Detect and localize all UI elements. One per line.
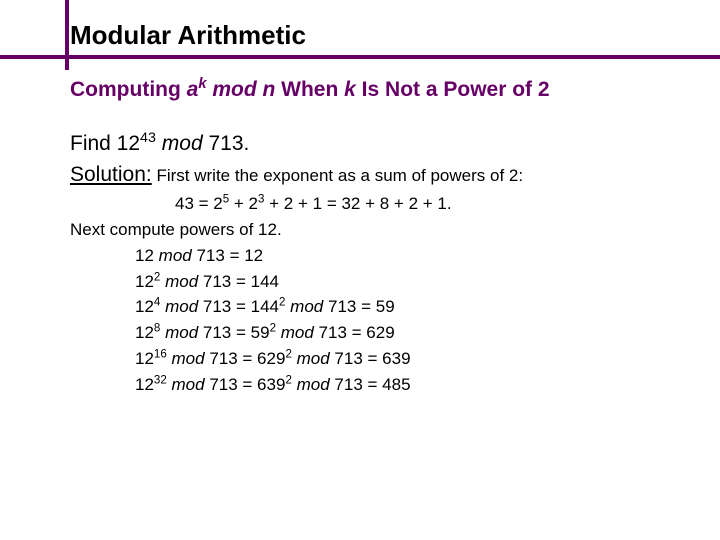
row-sq: 2 — [285, 375, 291, 387]
row-mod: mod — [165, 323, 198, 342]
row-sq: 2 — [279, 297, 285, 309]
row-n: 713 — [209, 349, 237, 368]
problem-line: Find 1243 mod 713. — [70, 130, 670, 158]
row-eq2: = 59 — [356, 297, 394, 316]
row-base: 12 — [135, 349, 154, 368]
problem-post: 713. — [203, 132, 250, 155]
row-eqpre: = 144 — [231, 297, 279, 316]
row-exp: 16 — [154, 349, 167, 361]
row-eqpre: = 59 — [231, 323, 269, 342]
row-n2: 713 — [334, 375, 362, 394]
power-row: 128 mod 713 = 592 mod 713 = 629 — [70, 322, 670, 345]
row-mod2: mod — [297, 349, 330, 368]
subtitle-post: When — [275, 78, 344, 101]
row-sq: 2 — [270, 323, 276, 335]
slide: { "colors": { "accent": "#660066", "text… — [0, 0, 720, 540]
decomp-c: + 2 + 1 = 32 + 8 + 2 + 1. — [264, 194, 451, 213]
subtitle-pre: Computing — [70, 78, 187, 101]
row-base: 12 — [135, 323, 154, 342]
row-eq: = 144 — [231, 272, 279, 291]
row-n: 713 — [209, 375, 237, 394]
row-mod: mod — [159, 246, 192, 265]
problem-pre: Find 12 — [70, 132, 140, 155]
decomp-a: 43 = 2 — [175, 194, 223, 213]
title-underline — [0, 55, 720, 59]
row-mod: mod — [172, 349, 205, 368]
problem-exp: 43 — [140, 130, 156, 146]
power-row: 1216 mod 713 = 6292 mod 713 = 639 — [70, 348, 670, 371]
row-eq: = 12 — [225, 246, 263, 265]
row-exp: 2 — [154, 271, 160, 283]
row-base: 12 — [135, 297, 154, 316]
row-n: 713 — [196, 246, 224, 265]
row-base: 12 — [135, 246, 154, 265]
row-eqpre: = 639 — [238, 375, 286, 394]
row-mod: mod — [172, 375, 205, 394]
power-row: 1232 mod 713 = 6392 mod 713 = 485 — [70, 374, 670, 397]
subtitle-k: k — [344, 78, 356, 101]
row-mod: mod — [165, 297, 198, 316]
row-base: 12 — [135, 375, 154, 394]
row-exp: 4 — [154, 297, 160, 309]
row-mod2: mod — [281, 323, 314, 342]
subtitle-exp: k — [198, 76, 206, 92]
row-n2: 713 — [334, 349, 362, 368]
subtitle-base: a — [187, 78, 199, 101]
power-row: 122 mod 713 = 144 — [70, 271, 670, 294]
row-n: 713 — [203, 323, 231, 342]
slide-subtitle: Computing ak mod n When k Is Not a Power… — [70, 78, 550, 102]
problem-mod: mod — [162, 132, 203, 155]
row-mod2: mod — [290, 297, 323, 316]
power-row: 124 mod 713 = 1442 mod 713 = 59 — [70, 296, 670, 319]
row-n2: 713 — [328, 297, 356, 316]
solution-line1: Solution: First write the exponent as a … — [70, 161, 670, 189]
row-eq2: = 629 — [347, 323, 395, 342]
row-mod2: mod — [297, 375, 330, 394]
row-eq2: = 639 — [363, 349, 411, 368]
title-area: Modular Arithmetic — [70, 20, 306, 51]
row-n: 713 — [203, 297, 231, 316]
slide-body: Find 1243 mod 713. Solution: First write… — [70, 130, 670, 400]
title-vertical-bar — [65, 0, 69, 70]
row-n2: 713 — [319, 323, 347, 342]
decomposition-line: 43 = 25 + 23 + 2 + 1 = 32 + 8 + 2 + 1. — [70, 193, 670, 216]
solution-step2: Next compute powers of 12. — [70, 219, 670, 242]
row-base: 12 — [135, 272, 154, 291]
row-exp: 32 — [154, 375, 167, 387]
decomp-b: + 2 — [229, 194, 258, 213]
subtitle-mod: mod n — [207, 78, 276, 101]
row-exp: 8 — [154, 323, 160, 335]
row-sq: 2 — [285, 349, 291, 361]
solution-step1: First write the exponent as a sum of pow… — [152, 166, 523, 185]
row-mod: mod — [165, 272, 198, 291]
row-eq2: = 485 — [363, 375, 411, 394]
row-eqpre: = 629 — [238, 349, 286, 368]
subtitle-tail: Is Not a Power of 2 — [356, 78, 550, 101]
row-n: 713 — [203, 272, 231, 291]
power-row: 12 mod 713 = 12 — [70, 245, 670, 268]
solution-label: Solution: — [70, 163, 152, 186]
slide-title: Modular Arithmetic — [70, 20, 306, 51]
